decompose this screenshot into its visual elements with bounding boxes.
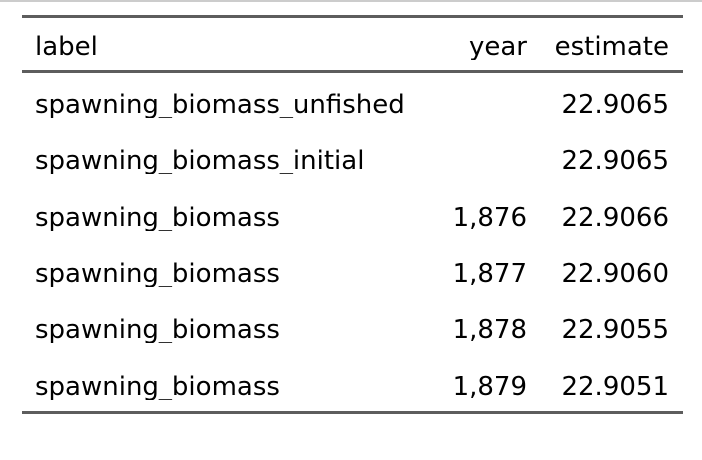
table-row: spawning_biomass 1,877 22.9060 [22, 242, 683, 298]
table-row: spawning_biomass 1,878 22.9055 [22, 298, 683, 354]
table-row: spawning_biomass_unfished 22.9065 [22, 73, 683, 129]
cell-label: spawning_biomass [35, 261, 280, 288]
table-row: spawning_biomass 1,876 22.9066 [22, 186, 683, 242]
column-header-label: label [35, 34, 98, 60]
cell-estimate: 22.9055 [561, 317, 669, 344]
cell-label: spawning_biomass_unfished [35, 92, 405, 119]
cell-year: 1,877 [452, 261, 527, 288]
table-row: spawning_biomass_initial 22.9065 [22, 129, 683, 185]
table-header-row: label year estimate [22, 15, 683, 73]
cell-estimate: 22.9065 [561, 148, 669, 175]
cell-label: spawning_biomass_initial [35, 148, 365, 175]
cell-label: spawning_biomass [35, 373, 280, 400]
estimates-table: label year estimate spawning_biomass_unf… [22, 15, 683, 414]
cell-year: 1,876 [452, 204, 527, 231]
cell-estimate: 22.9066 [561, 204, 669, 231]
cell-year: 1,878 [452, 317, 527, 344]
cell-label: spawning_biomass [35, 317, 280, 344]
cell-estimate: 22.9060 [561, 261, 669, 288]
table-row: spawning_biomass 1,879 22.9051 [22, 355, 683, 411]
viewport-top-edge-line [0, 0, 702, 2]
table-body: spawning_biomass_unfished 22.9065 spawning… [22, 73, 683, 414]
column-header-estimate: estimate [554, 34, 669, 60]
cell-year: 1,879 [452, 373, 527, 400]
column-header-year: year [468, 34, 527, 60]
cell-estimate: 22.9065 [561, 92, 669, 119]
cell-label: spawning_biomass [35, 204, 280, 231]
cell-estimate: 22.9051 [561, 373, 669, 400]
